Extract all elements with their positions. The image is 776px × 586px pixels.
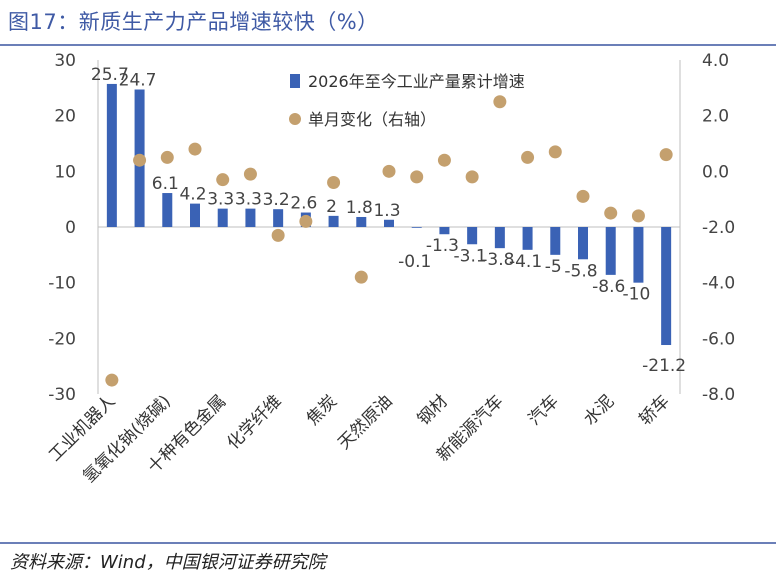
bar-data-label: -3.1: [454, 246, 487, 266]
title-rule: [0, 44, 776, 46]
footer-rule: [0, 542, 776, 544]
bar: [411, 227, 422, 228]
bar: [356, 216, 367, 227]
bar: [245, 208, 256, 227]
right-tick-label: 4.0: [702, 51, 729, 71]
left-tick-label: 10: [54, 162, 76, 182]
legend-dot-label: 单月变化（右轴）: [308, 110, 436, 129]
scatter-point: [354, 270, 368, 284]
bar: [439, 227, 450, 235]
category-label: 天然原油: [334, 391, 396, 453]
category-label: 水泥: [580, 391, 618, 429]
legend-bar-swatch: [290, 74, 300, 88]
bar: [217, 208, 228, 227]
scatter-point: [216, 173, 230, 187]
legend-bar-label: 2026年至今工业产量累计增速: [308, 72, 525, 91]
left-tick-label: 30: [54, 51, 76, 71]
scatter-point: [299, 214, 313, 228]
left-tick-label: -30: [48, 385, 76, 405]
bar-data-label: 6.1: [152, 174, 179, 194]
category-label: 化学纤维: [223, 391, 285, 453]
bar: [467, 227, 478, 245]
scatter-point: [105, 373, 119, 387]
bar-data-label: -5.8: [564, 261, 597, 281]
bar: [661, 227, 672, 346]
scatter-point: [271, 228, 285, 242]
category-label: 汽车: [525, 391, 563, 429]
bar: [273, 209, 284, 227]
legend: 2026年至今工业产量累计增速 单月变化（右轴）: [289, 72, 525, 129]
bar-data-label: 3.3: [235, 190, 262, 210]
bar-data-label: 1.3: [373, 201, 400, 221]
scatter-series: [105, 95, 673, 387]
bar: [162, 193, 173, 227]
scatter-point: [631, 209, 645, 223]
scatter-point: [160, 150, 174, 164]
bar-data-label: -1.3: [426, 236, 459, 256]
left-tick-label: -20: [48, 329, 76, 349]
bar-data-label: 25.7: [91, 65, 129, 85]
bar-data-label: -5: [545, 257, 562, 277]
legend-dot-swatch: [289, 113, 301, 125]
left-tick-label: -10: [48, 274, 76, 294]
scatter-point: [604, 206, 618, 220]
chart-title: 图17：新质生产力产品增速较快（%）: [8, 10, 379, 34]
scatter-point: [243, 167, 257, 181]
scatter-point: [410, 170, 424, 184]
bar-data-labels: 25.724.76.14.2 3.3 3.3 3.2 2.6 2 1.8 1.3-0.1-1.…: [91, 65, 686, 376]
scatter-point: [521, 150, 535, 164]
bar-data-label: 1.8: [346, 198, 373, 218]
scatter-point: [576, 189, 590, 203]
scatter-point: [382, 164, 396, 178]
right-tick-label: 0.0: [702, 162, 729, 182]
scatter-point: [465, 170, 479, 184]
scatter-point: [437, 153, 451, 167]
bar-data-label: -4.1: [509, 252, 542, 272]
bar-data-label: 24.7: [119, 71, 157, 91]
right-axis: 4.0 2.0 0.0 -2.0 -4.0 -6.0 -8.0: [702, 51, 735, 405]
bar: [605, 227, 616, 275]
left-axis: 30 20 10 0 -10 -20 -30: [48, 51, 76, 405]
scatter-point: [188, 142, 202, 156]
bar: [494, 227, 505, 249]
bar-data-label: 3.2: [263, 190, 290, 210]
left-tick-label: 0: [65, 218, 76, 238]
bar: [633, 227, 644, 283]
bar: [578, 227, 588, 260]
right-tick-label: -8.0: [702, 385, 735, 405]
scatter-point: [548, 145, 562, 159]
bar: [550, 227, 561, 255]
right-tick-label: 2.0: [702, 107, 729, 127]
bar-data-label: 2: [326, 197, 337, 217]
bar-data-label: -10: [623, 285, 651, 305]
source-note: 资料来源：Wind，中国银河证券研究院: [10, 552, 326, 573]
bar: [106, 83, 117, 227]
scatter-point: [327, 175, 341, 189]
category-label: 焦炭: [303, 391, 341, 429]
bar-data-label: 3.3: [207, 190, 234, 210]
bar: [522, 227, 533, 250]
scatter-point: [493, 95, 507, 109]
scatter-point: [659, 148, 673, 162]
bar-data-label: 4.2: [179, 185, 206, 205]
bar: [190, 203, 200, 227]
right-tick-label: -2.0: [702, 218, 735, 238]
bar-scatter-chart: 30 20 10 0 -10 -20 -30 4.0 2.0 0.0 -2.0 -4.0 -6.0 -8…: [45, 51, 735, 487]
category-label: 轿车: [635, 391, 673, 429]
bar-data-label: 2.6: [290, 194, 317, 214]
bar-data-label: -8.6: [592, 277, 625, 297]
right-tick-label: -4.0: [702, 274, 735, 294]
bar-data-label: -21.2: [642, 356, 686, 376]
bar: [328, 215, 339, 227]
category-label: 钢材: [414, 391, 452, 429]
right-tick-label: -6.0: [702, 329, 735, 349]
bar: [384, 219, 394, 227]
scatter-point: [133, 153, 147, 167]
left-tick-label: 20: [54, 107, 76, 127]
bar-data-label: -3.8: [481, 250, 514, 270]
bar-data-label: -0.1: [398, 252, 431, 272]
